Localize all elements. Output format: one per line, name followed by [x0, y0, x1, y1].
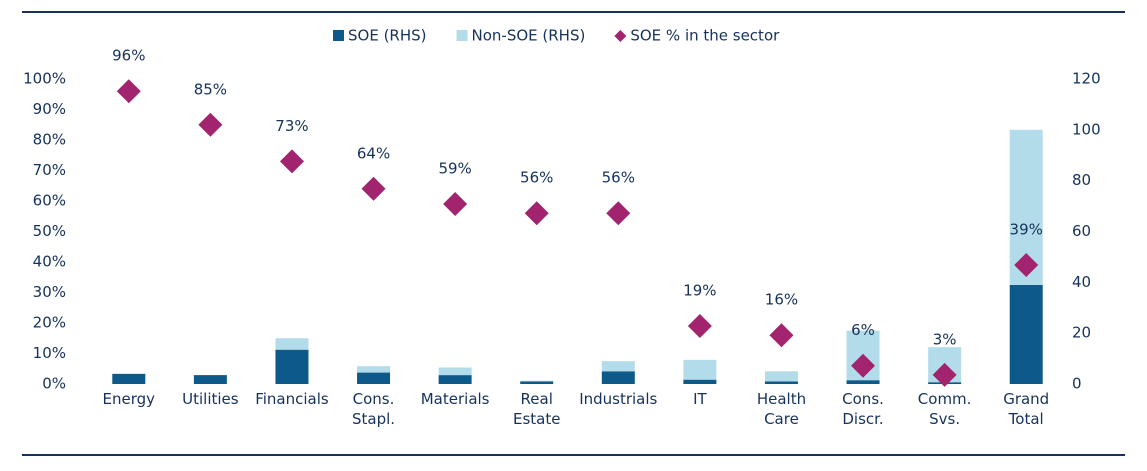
legend-label: SOE % in the sector: [630, 27, 780, 45]
y-tick-label: 0%: [42, 375, 66, 393]
data-label: 85%: [194, 80, 227, 98]
data-label: 3%: [933, 330, 957, 348]
x-tick-label: Grand Total: [1003, 390, 1050, 428]
diamond-marker: [279, 149, 304, 174]
y-tick-label: 60%: [33, 192, 66, 210]
x-tick-label: Cons. Stapl.: [352, 390, 396, 428]
y2-tick-label: 60: [1072, 222, 1091, 240]
diamond-marker: [443, 192, 468, 217]
data-label: 64%: [357, 144, 390, 162]
x-tick-label: Real Estate: [512, 390, 561, 428]
data-label: 39%: [1010, 221, 1043, 239]
x-tick-label: Energy: [102, 390, 156, 408]
bar: [193, 375, 227, 384]
diamond-marker: [932, 362, 957, 387]
y2-tick-label: 120: [1072, 70, 1101, 88]
data-label: 73%: [275, 117, 308, 135]
y2-tick-label: 40: [1072, 273, 1091, 291]
legend-label: SOE (RHS): [348, 27, 427, 45]
bar: [438, 367, 472, 376]
x-tick-label: Comm. Svs.: [917, 390, 972, 428]
data-label: 56%: [602, 169, 635, 187]
y-tick-label: 70%: [33, 161, 66, 179]
data-label: 16%: [765, 291, 798, 309]
data-label: 96%: [112, 47, 145, 65]
bar: [601, 371, 635, 384]
data-label: 59%: [438, 160, 471, 178]
y-tick-label: 40%: [33, 253, 66, 271]
x-tick-label: Industrials: [579, 390, 658, 408]
bar: [764, 371, 798, 382]
y2-tick-label: 0: [1072, 375, 1082, 393]
y2-tick-label: 80: [1072, 171, 1091, 189]
diamond-marker: [198, 112, 223, 137]
bar: [275, 349, 309, 384]
y2-tick-label: 20: [1072, 324, 1091, 342]
bar: [275, 338, 309, 350]
x-tick-label: IT: [693, 390, 707, 408]
bar: [520, 380, 554, 382]
diamond-marker: [851, 353, 876, 378]
bar: [357, 366, 391, 373]
bar: [112, 373, 146, 384]
diamond-marker: [1014, 253, 1039, 278]
x-tick-label: Utilities: [182, 390, 239, 408]
bar: [357, 372, 391, 384]
diamond-marker: [361, 176, 386, 201]
data-label: 6%: [851, 321, 875, 339]
y-tick-label: 80%: [33, 131, 66, 149]
y-tick-label: 100%: [23, 70, 66, 88]
legend-marker: [614, 30, 627, 42]
bar: [1009, 284, 1043, 384]
bar: [683, 379, 717, 384]
diamond-marker: [524, 201, 549, 226]
legend-marker: [333, 30, 344, 41]
x-tick-label: Materials: [420, 390, 490, 408]
legend-marker: [456, 30, 468, 41]
x-tick-label: Cons. Discr.: [842, 390, 884, 428]
diamond-marker: [687, 314, 712, 339]
data-label: 56%: [520, 169, 553, 187]
bar: [846, 380, 880, 384]
x-tick-label: Health Care: [756, 390, 807, 428]
diamond-marker: [606, 201, 631, 226]
data-label: 19%: [683, 282, 716, 300]
bar: [520, 381, 554, 384]
legend-label: Non-SOE (RHS): [472, 27, 586, 45]
bar: [764, 381, 798, 384]
diamond-marker: [769, 323, 794, 348]
y-tick-label: 30%: [33, 283, 66, 301]
y-tick-label: 20%: [33, 314, 66, 332]
diamond-marker: [116, 79, 141, 104]
bar: [683, 359, 717, 380]
y-tick-label: 10%: [33, 344, 66, 362]
y-tick-label: 90%: [33, 100, 66, 118]
bar: [438, 375, 472, 384]
y2-tick-label: 100: [1072, 120, 1101, 138]
x-tick-label: Financials: [255, 390, 329, 408]
bar: [601, 361, 635, 372]
y-tick-label: 50%: [33, 222, 66, 240]
